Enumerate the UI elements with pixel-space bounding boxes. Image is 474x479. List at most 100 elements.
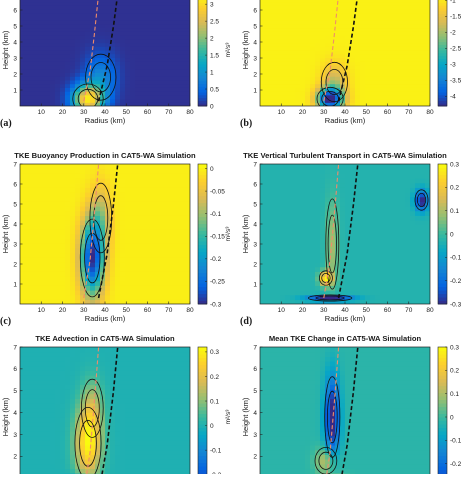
x-tick-label: 10 [278, 307, 286, 314]
heatmap-cell [380, 54, 386, 58]
heatmap-cell [290, 69, 296, 73]
heatmap-cell [410, 35, 416, 39]
heatmap-cell [55, 31, 61, 35]
heatmap-cell [120, 243, 126, 248]
heatmap-cell [100, 352, 106, 357]
heatmap-cell [35, 356, 41, 361]
heatmap-cell [125, 31, 131, 35]
heatmap-cell [65, 169, 71, 174]
heatmap-cell [130, 9, 136, 13]
heatmap-cell [360, 9, 366, 13]
heatmap-cell [25, 380, 31, 385]
heatmap-cell [270, 69, 276, 73]
heatmap-cell [155, 0, 161, 2]
heatmap-cell [115, 290, 121, 295]
heatmap-cell [270, 72, 276, 76]
heatmap-cell [35, 220, 41, 225]
heatmap-cell [145, 99, 151, 103]
heatmap-cell [55, 0, 61, 2]
heatmap-cell [365, 164, 371, 169]
heatmap-cell [50, 50, 56, 54]
heatmap-cell [305, 187, 311, 192]
heatmap-cell [175, 192, 181, 197]
heatmap-cell [375, 16, 381, 20]
heatmap-cell [375, 28, 381, 32]
heatmap-cell [145, 262, 151, 267]
heatmap-cell [280, 187, 286, 192]
heatmap-cell [285, 243, 291, 248]
heatmap-cell [180, 13, 186, 17]
heatmap-cell [350, 76, 356, 80]
heatmap-cell [165, 84, 171, 88]
heatmap-cell [390, 173, 396, 178]
heatmap-cell [145, 43, 151, 47]
heatmap-cell [80, 35, 86, 39]
heatmap-cell [75, 95, 81, 99]
heatmap-cell [405, 220, 411, 225]
heatmap-cell [260, 46, 266, 50]
heatmap-cell [60, 267, 66, 272]
heatmap-cell [90, 384, 96, 389]
heatmap-cell [60, 454, 66, 459]
heatmap-cell [70, 225, 76, 230]
heatmap-cell [315, 31, 321, 35]
heatmap-cell [45, 234, 51, 239]
heatmap-cell [275, 87, 281, 91]
heatmap-cell [385, 197, 391, 202]
heatmap-cell [270, 20, 276, 24]
heatmap-cell [40, 72, 46, 76]
heatmap-cell [375, 87, 381, 91]
colorbar-tick-label: -3 [450, 62, 456, 69]
heatmap-cell [380, 229, 386, 234]
heatmap-cell [400, 24, 406, 28]
heatmap-cell [145, 5, 151, 9]
heatmap-cell [150, 99, 156, 103]
heatmap-cell [395, 183, 401, 188]
heatmap-cell [75, 276, 81, 281]
heatmap-cell [305, 267, 311, 272]
heatmap-cell [40, 431, 46, 436]
heatmap-cell [50, 173, 56, 178]
heatmap-cell [55, 28, 61, 32]
heatmap-cell [380, 5, 386, 9]
heatmap-cell [410, 72, 416, 76]
heatmap-cell [300, 276, 306, 281]
heatmap-cell [100, 375, 106, 380]
heatmap-cell [325, 164, 331, 169]
heatmap-cell [160, 276, 166, 281]
heatmap-cell [50, 0, 56, 2]
heatmap-cell [145, 290, 151, 295]
heatmap-cell [120, 31, 126, 35]
heatmap-cell [65, 178, 71, 183]
heatmap-cell [275, 46, 281, 50]
heatmap-cell [310, 43, 316, 47]
heatmap-cell [135, 28, 141, 32]
heatmap-cell [175, 201, 181, 206]
heatmap-cell [80, 201, 86, 206]
heatmap-cell [175, 99, 181, 103]
heatmap-cell [110, 271, 116, 276]
heatmap-cell [20, 215, 26, 220]
heatmap-cell [20, 1, 26, 5]
heatmap-cell [125, 5, 131, 9]
heatmap-cell [295, 187, 301, 192]
heatmap-cell [365, 95, 371, 99]
heatmap-cell [140, 57, 146, 61]
heatmap-cell [155, 206, 161, 211]
heatmap-cell [150, 76, 156, 80]
heatmap-cell [150, 253, 156, 258]
heatmap-cell [70, 69, 76, 73]
heatmap-cell [60, 50, 66, 54]
heatmap-cell [20, 347, 26, 352]
heatmap-cell [395, 173, 401, 178]
heatmap-cell [305, 169, 311, 174]
heatmap-cell [175, 76, 181, 80]
heatmap-cell [105, 35, 111, 39]
colorbar-segment [198, 182, 207, 186]
heatmap-cell [35, 398, 41, 403]
heatmap-cell [40, 197, 46, 202]
heatmap-cell [390, 50, 396, 54]
heatmap-cell [270, 220, 276, 225]
heatmap-cell [100, 253, 106, 258]
